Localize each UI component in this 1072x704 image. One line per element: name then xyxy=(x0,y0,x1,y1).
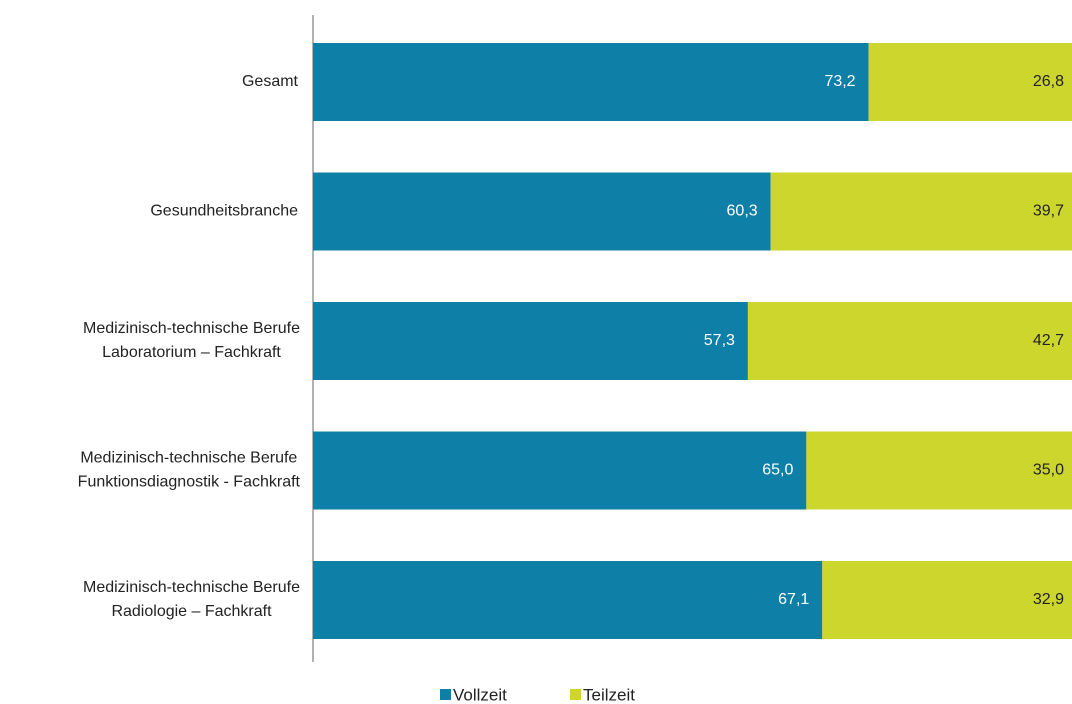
category-label: Gesundheitsbranche xyxy=(150,203,298,220)
value-label: 65,0 xyxy=(762,462,793,479)
bar-segment xyxy=(313,561,823,639)
value-label: 57,3 xyxy=(704,332,735,349)
bar-segment xyxy=(822,561,1072,639)
category-label: Gesamt xyxy=(242,73,299,90)
bar-segment xyxy=(806,431,1072,510)
category-label: Medizinisch-technische Berufe Laboratoriu… xyxy=(83,320,300,361)
value-label: 39,7 xyxy=(1033,203,1064,220)
value-label: 73,2 xyxy=(824,73,855,90)
legend-label: Teilzeit xyxy=(583,685,635,704)
value-label: 60,3 xyxy=(727,203,758,220)
category-label: Medizinisch-technische Berufe Radiologie … xyxy=(83,579,300,620)
value-label: 67,1 xyxy=(778,591,809,608)
value-label: 42,7 xyxy=(1033,332,1064,349)
legend-swatch xyxy=(570,689,581,700)
bar-segment xyxy=(313,302,748,380)
bar-segment xyxy=(313,43,869,121)
legend-label: Vollzeit xyxy=(453,685,507,704)
value-label: 26,8 xyxy=(1033,73,1064,90)
value-label: 32,9 xyxy=(1033,591,1064,608)
bar-segment xyxy=(747,302,1072,380)
bar-segment xyxy=(313,172,771,251)
category-label: Medizinisch-technische Berufe Funktionsdi… xyxy=(78,450,301,491)
bar-segment xyxy=(313,431,807,510)
value-label: 35,0 xyxy=(1033,462,1064,479)
bar-segment xyxy=(770,172,1072,251)
bar-segment xyxy=(868,43,1072,121)
legend-swatch xyxy=(440,689,451,700)
